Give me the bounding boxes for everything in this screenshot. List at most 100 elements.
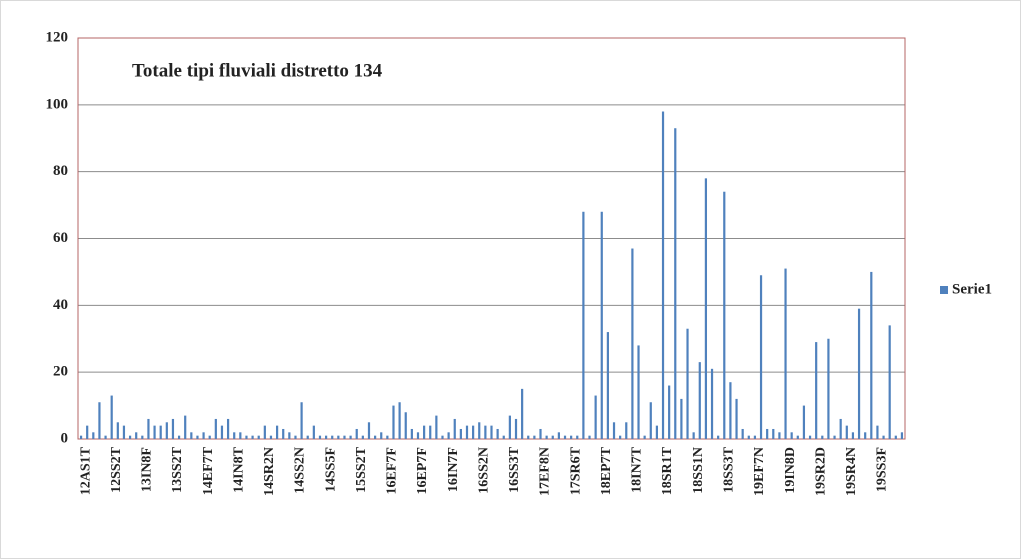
bar xyxy=(759,275,763,439)
bar xyxy=(637,345,640,439)
bar xyxy=(423,425,426,439)
bar xyxy=(521,388,524,439)
bar xyxy=(588,435,591,439)
bar xyxy=(790,432,793,439)
bar xyxy=(570,435,573,439)
x-tick-label: 18SS3T xyxy=(722,446,737,493)
bar xyxy=(239,432,242,439)
x-tick-label: 19SS3F xyxy=(875,447,890,492)
bar xyxy=(845,425,848,439)
bar xyxy=(416,432,420,439)
bar xyxy=(392,405,395,439)
bar xyxy=(655,425,658,439)
bar xyxy=(698,362,701,439)
x-tick-label: 17SR6T xyxy=(568,446,583,495)
bar xyxy=(128,435,132,439)
x-tick-label: 19IN8D xyxy=(783,447,798,494)
bar xyxy=(294,435,297,439)
bar xyxy=(306,435,309,439)
bar xyxy=(141,435,144,439)
bar xyxy=(435,415,438,439)
bar xyxy=(692,432,695,439)
bar xyxy=(214,418,217,439)
bar xyxy=(380,432,383,439)
bar xyxy=(649,402,652,439)
bar xyxy=(668,385,671,439)
bar xyxy=(386,435,389,439)
bar xyxy=(888,325,891,439)
bar xyxy=(465,425,469,439)
bar xyxy=(159,425,162,439)
bar xyxy=(122,425,126,439)
legend-label: Serie1 xyxy=(952,281,992,297)
bar xyxy=(551,435,554,439)
bar xyxy=(619,435,622,439)
bar xyxy=(582,211,585,439)
x-tick-label: 15SS2T xyxy=(354,446,369,493)
bar xyxy=(680,398,683,439)
x-tick-label: 14SS5F xyxy=(323,447,338,492)
bar xyxy=(563,435,567,439)
bar xyxy=(576,435,579,439)
bar xyxy=(110,395,113,439)
bar xyxy=(147,418,150,439)
bar xyxy=(325,435,328,439)
x-tick-label: 14EF7T xyxy=(201,446,216,495)
bar xyxy=(177,435,181,439)
bar xyxy=(796,435,799,439)
bar xyxy=(502,435,505,439)
bar xyxy=(429,425,432,439)
x-tick-label: 18SS1N xyxy=(691,447,706,494)
bar xyxy=(196,435,199,439)
bar xyxy=(741,428,744,439)
bar xyxy=(674,128,677,439)
bar xyxy=(815,342,818,439)
x-tick-label: 12AS1T xyxy=(78,446,93,495)
x-tick-label: 16SS2N xyxy=(476,447,491,494)
bar xyxy=(876,425,879,439)
bar xyxy=(184,415,187,439)
bar xyxy=(778,432,781,439)
bar xyxy=(374,435,377,439)
bar xyxy=(171,418,175,439)
bar xyxy=(79,435,83,439)
x-tick-label: 13SS2T xyxy=(170,446,185,493)
bar xyxy=(717,435,720,439)
x-tick-label: 16EP7F xyxy=(415,447,430,494)
bar xyxy=(269,435,273,439)
bar xyxy=(233,432,236,439)
bar xyxy=(527,435,530,439)
x-tick-label: 16IN7F xyxy=(446,447,461,492)
bar xyxy=(355,428,358,439)
bar xyxy=(606,332,609,439)
bar xyxy=(135,432,138,439)
bar xyxy=(557,432,560,439)
bar xyxy=(349,435,352,439)
y-tick-label: 60 xyxy=(53,230,68,246)
bar xyxy=(245,435,248,439)
bar xyxy=(612,422,616,439)
bar xyxy=(802,405,806,439)
bar xyxy=(508,415,511,439)
bar xyxy=(165,422,168,439)
bar xyxy=(808,435,812,439)
y-tick-label: 120 xyxy=(46,29,69,45)
bar xyxy=(153,425,156,439)
x-tick-label: 19EF7N xyxy=(752,447,767,496)
bar xyxy=(318,435,322,439)
bar xyxy=(631,248,634,439)
bar xyxy=(839,418,842,439)
bar xyxy=(441,435,444,439)
x-tick-label: 16EF7F xyxy=(385,447,400,494)
x-tick-label: 17EF8N xyxy=(538,447,553,496)
bar xyxy=(490,425,493,439)
bar xyxy=(710,368,714,439)
bar xyxy=(288,432,291,439)
bar xyxy=(331,435,334,439)
bar xyxy=(704,178,708,439)
bar xyxy=(404,412,407,439)
bar xyxy=(833,435,836,439)
